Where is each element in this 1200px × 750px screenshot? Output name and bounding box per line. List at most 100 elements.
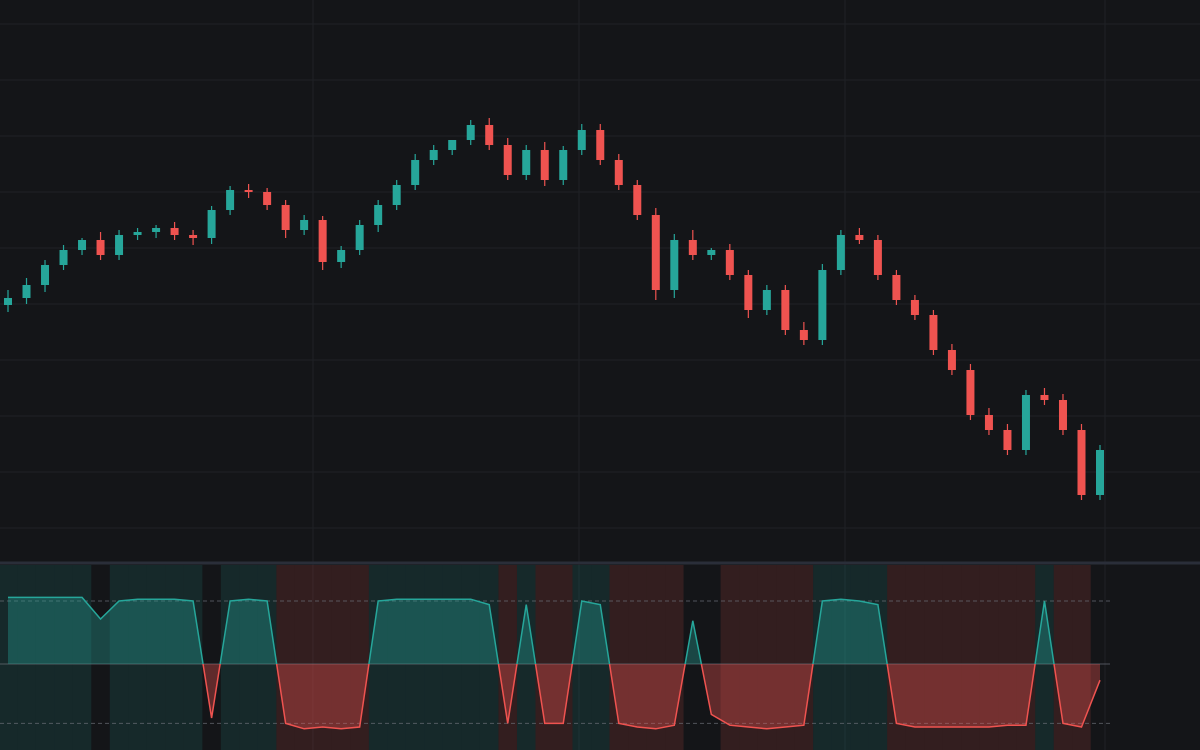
candle-body (41, 265, 50, 285)
state-band (405, 565, 425, 750)
state-band (239, 565, 258, 750)
candle-body (577, 130, 586, 150)
candle-body (818, 270, 827, 340)
state-band (1053, 565, 1073, 750)
candle-body (1058, 400, 1067, 430)
state-band (368, 565, 388, 750)
candle-body (78, 240, 87, 250)
candle-body (929, 315, 938, 350)
candle-body (762, 290, 771, 310)
state-band (128, 565, 147, 750)
candle-body (485, 125, 494, 145)
candle-body (1040, 395, 1049, 400)
state-band (554, 565, 573, 750)
state-band (276, 565, 295, 750)
candle-body (596, 130, 605, 160)
candle-body (984, 415, 993, 430)
candle-body (966, 370, 975, 415)
state-band (757, 565, 777, 750)
state-band (850, 565, 869, 750)
candle-body (744, 275, 753, 310)
candle-body (1003, 430, 1012, 450)
state-band (998, 565, 1017, 750)
state-band (572, 565, 592, 750)
candle-body (59, 250, 68, 265)
state-band (794, 565, 814, 750)
candle-body (503, 145, 512, 175)
state-band (350, 565, 369, 750)
state-band (146, 565, 166, 750)
state-band (646, 565, 666, 750)
candle-body (22, 285, 31, 298)
candle-body (133, 232, 142, 235)
candle-body (466, 125, 475, 140)
state-band (331, 565, 351, 750)
state-band (54, 565, 73, 750)
state-band (905, 565, 925, 750)
candle-body (448, 140, 457, 150)
candle-body (873, 240, 882, 275)
state-band (739, 565, 758, 750)
state-band (1016, 565, 1036, 750)
state-band (979, 565, 999, 750)
candle-body (781, 290, 790, 330)
candle-body (1021, 395, 1030, 450)
state-band (535, 565, 554, 750)
candle-body (540, 150, 549, 180)
candle-body (1077, 430, 1086, 495)
state-band (461, 565, 480, 750)
state-band (479, 565, 499, 750)
state-band (961, 565, 980, 750)
candle-body (910, 300, 919, 315)
candle-body (4, 298, 12, 305)
candle-body (374, 205, 383, 225)
state-band (165, 565, 184, 750)
osc-area (8, 597, 1100, 664)
state-band (516, 565, 536, 750)
candle-body (115, 235, 124, 255)
state-band (1035, 565, 1054, 750)
candle-body (725, 250, 734, 275)
state-band (665, 565, 684, 750)
state-band (720, 565, 740, 750)
state-band (0, 565, 18, 750)
candle-body (855, 235, 864, 240)
state-band (109, 565, 129, 750)
candle-body (429, 150, 438, 160)
candle-body (836, 235, 845, 270)
candle-body (152, 228, 161, 232)
state-band (591, 565, 610, 750)
state-band (387, 565, 406, 750)
candle-body (355, 225, 364, 250)
candle-body (300, 220, 309, 230)
state-band (813, 565, 832, 750)
state-band (35, 565, 55, 750)
candle-body (707, 250, 716, 255)
candle-body (1096, 450, 1104, 495)
state-band (183, 565, 203, 750)
candle-body (947, 350, 956, 370)
state-band (628, 565, 647, 750)
state-band (17, 565, 36, 750)
state-band (831, 565, 851, 750)
state-band (776, 565, 795, 750)
state-band (498, 565, 517, 750)
state-band (609, 565, 629, 750)
state-band (257, 565, 277, 750)
candle-body (337, 250, 346, 262)
state-band (1072, 565, 1091, 750)
candle-body (651, 215, 660, 290)
state-band (313, 565, 332, 750)
osc-line (202, 664, 1101, 730)
state-band (72, 565, 92, 750)
candle-body (244, 190, 253, 192)
candle-body (281, 205, 290, 230)
state-band (887, 565, 906, 750)
candle-body (559, 150, 568, 180)
candle-body (614, 160, 623, 185)
candle-body (263, 192, 272, 205)
candle-body (892, 275, 901, 300)
candle-body (411, 160, 420, 185)
candle-body (392, 185, 401, 205)
